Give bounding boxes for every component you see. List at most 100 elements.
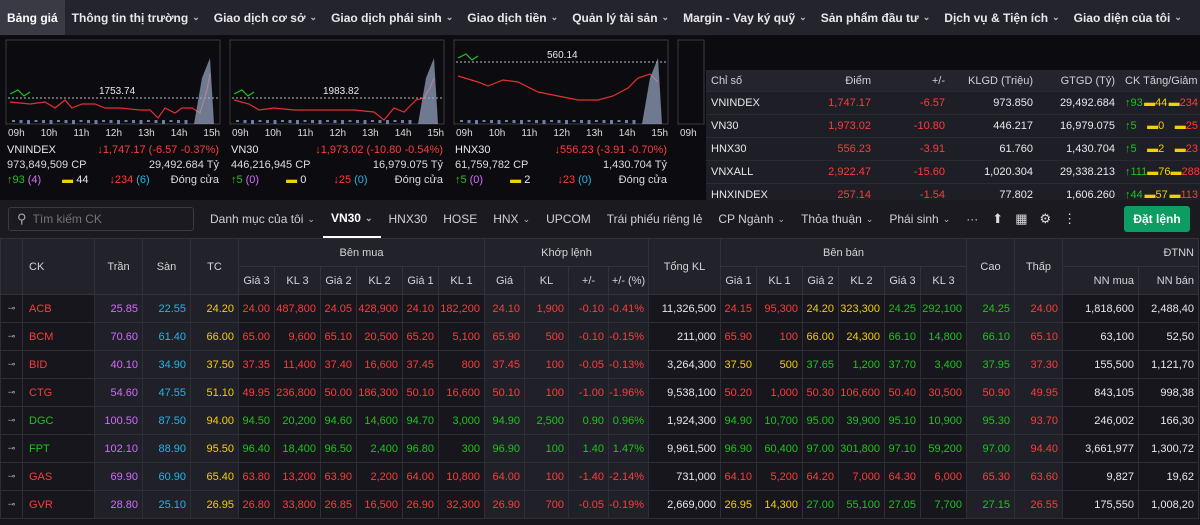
index-header-cell[interactable]: CK Tăng/Giảm [1125, 74, 1198, 87]
stock-symbol[interactable]: CTG [22, 378, 95, 407]
index-header-cell[interactable]: +/- [931, 74, 945, 87]
board-tab[interactable]: ··· [958, 200, 986, 238]
index-header-cell[interactable]: KLGD (Triệu) [968, 74, 1033, 87]
stock-row[interactable]: ⊸ GVR 28.80 25.10 26.95 26.80 33,800 26.85 16,50… [0, 490, 1199, 519]
pin-icon[interactable]: ⊸ [0, 406, 23, 435]
search-box[interactable]: ⚲ [8, 207, 194, 231]
index-header-cell[interactable]: Chỉ số [711, 74, 743, 87]
place-order-button[interactable]: Đặt lệnh [1124, 206, 1190, 232]
column-header[interactable]: Giá 3 [238, 266, 275, 295]
column-header[interactable]: Thấp [1014, 238, 1063, 295]
column-header[interactable] [0, 238, 23, 295]
column-header[interactable]: ĐTNN [1062, 238, 1199, 267]
column-header[interactable]: NN bán [1138, 266, 1199, 295]
nav-item[interactable]: Giao dịch phái sinh ⌄ [324, 0, 460, 35]
pin-icon[interactable]: ⊸ [0, 294, 23, 323]
nav-item[interactable]: Dịch vụ & Tiện ích ⌄ [937, 0, 1066, 35]
nav-item[interactable]: Giao dịch cơ sở ⌄ [207, 0, 324, 35]
index-chart-card[interactable]: 09h [676, 38, 706, 188]
column-header[interactable]: KL 1 [756, 266, 803, 295]
pin-icon[interactable]: ⊸ [0, 462, 23, 491]
column-header[interactable]: KL 3 [274, 266, 321, 295]
column-header[interactable]: CK [22, 238, 95, 295]
board-tab[interactable]: Thỏa thuận ⌄ [793, 200, 881, 238]
stock-symbol[interactable]: FPT [22, 434, 95, 463]
stock-symbol[interactable]: ACB [22, 294, 95, 323]
nav-item[interactable]: Sản phẩm đầu tư ⌄ [814, 0, 938, 35]
column-header[interactable]: Bên bán [720, 238, 967, 267]
pin-icon[interactable]: ⊸ [0, 378, 23, 407]
stock-symbol[interactable]: GVR [22, 490, 95, 519]
column-header[interactable]: Giá 2 [802, 266, 839, 295]
nav-item[interactable]: Bảng giá [0, 0, 65, 35]
board-tab[interactable]: Danh mục của tôi ⌄ [202, 200, 323, 238]
column-header[interactable]: KL [524, 266, 569, 295]
nav-item[interactable]: Giao diện của tôi ⌄ [1067, 0, 1189, 35]
column-header[interactable]: KL 1 [438, 266, 485, 295]
stock-row[interactable]: ⊸ DGC 100.50 87.50 94.00 94.50 20,200 94.60 14,6… [0, 406, 1199, 435]
index-row[interactable]: HNX30 556.23 -3.91 61.760 1,430.704 ↑5 ▬2 ▬23 [706, 138, 1200, 161]
column-header[interactable]: Trần [94, 238, 143, 295]
stock-symbol[interactable]: GAS [22, 462, 95, 491]
search-input[interactable] [32, 212, 183, 226]
column-header[interactable]: Khớp lệnh [484, 238, 649, 267]
column-header[interactable]: +/- (%) [608, 266, 649, 295]
column-header[interactable]: KL 2 [356, 266, 403, 295]
column-header[interactable]: Sàn [142, 238, 191, 295]
stock-row[interactable]: ⊸ FPT 102.10 88.90 95.50 96.40 18,400 96.50 2,40… [0, 434, 1199, 463]
board-tab[interactable]: CP Ngành ⌄ [710, 200, 793, 238]
column-header[interactable]: Giá 3 [884, 266, 921, 295]
more-vertical-icon[interactable]: ⋮ [1063, 211, 1077, 226]
column-header[interactable]: TC [190, 238, 239, 295]
stock-row[interactable]: ⊸ ACB 25.85 22.55 24.20 24.00 487,800 24.05 428,… [0, 294, 1199, 323]
index-row[interactable]: VN30 1,973.02 -10.80 446.217 16,979.075 ↑5 ▬0 ▬… [706, 115, 1200, 138]
nav-item[interactable]: Giao dịch tiền ⌄ [460, 0, 565, 35]
index-chart-card[interactable]: 560.14 09h 10h 11h 12h 13h 14h 15h HNX30 ↓556.23 … [452, 38, 670, 188]
board-tab[interactable]: HNX30 [381, 200, 436, 238]
board-tab[interactable]: UPCOM [538, 200, 599, 238]
column-header[interactable]: Giá 1 [402, 266, 439, 295]
nav-item[interactable]: Thông tin thị trường ⌄ [65, 0, 207, 35]
stock-row[interactable]: ⊸ BID 40.10 34.90 37.50 37.35 11,400 37.40 16,60… [0, 350, 1199, 379]
board-tab[interactable]: HOSE [435, 200, 485, 238]
column-header[interactable]: Bên mua [238, 238, 485, 267]
index-row[interactable]: VNXALL 2,922.47 -15.60 1,020.304 29,338.213 ↑… [706, 161, 1200, 184]
column-header[interactable]: Giá [484, 266, 525, 295]
excel-export-icon[interactable]: ▦ [1015, 211, 1028, 226]
stock-symbol[interactable]: BID [22, 350, 95, 379]
column-header[interactable]: KL 3 [920, 266, 967, 295]
index-chart-card[interactable]: 1753.74 09h 10h 11h 12h 13h 14h 15h VNINDEX ↓1,74… [4, 38, 222, 188]
column-header[interactable]: Giá 2 [320, 266, 357, 295]
pin-icon[interactable]: ⊸ [0, 322, 23, 351]
column-header[interactable]: Cao [966, 238, 1015, 295]
nav-item[interactable]: Margin - Vay ký quỹ ⌄ [676, 0, 814, 35]
pin-icon[interactable]: ⊸ [0, 490, 23, 519]
index-row[interactable]: VNINDEX 1,747.17 -6.57 973.850 29,492.684 ↑93… [706, 92, 1200, 115]
pin-icon[interactable]: ⊸ [0, 434, 23, 463]
index-name[interactable]: HNX30 [455, 144, 491, 156]
board-tab[interactable]: Phái sinh ⌄ [881, 200, 958, 238]
index-name[interactable]: VN30 [231, 144, 259, 156]
column-header[interactable]: KL 2 [838, 266, 885, 295]
index-name[interactable]: VNINDEX [7, 144, 56, 156]
column-header[interactable]: +/- [568, 266, 609, 295]
board-tab[interactable]: VN30 ⌄ [322, 200, 381, 238]
index-header-cell[interactable]: GTGD (Tỷ) [1060, 74, 1115, 87]
nav-item[interactable]: Quản lý tài sản ⌄ [565, 0, 676, 35]
stock-row[interactable]: ⊸ CTG 54.60 47.55 51.10 49.95 236,800 50.00 186,… [0, 378, 1199, 407]
stock-symbol[interactable]: DGC [22, 406, 95, 435]
column-header[interactable]: Giá 1 [720, 266, 757, 295]
board-tab[interactable]: HNX ⌄ [485, 200, 538, 238]
foreign-buy: 155,500 [1062, 350, 1139, 379]
gear-icon[interactable]: ⚙ [1039, 211, 1052, 226]
stock-row[interactable]: ⊸ GAS 69.90 60.90 65.40 63.80 13,200 63.90 2,200… [0, 462, 1199, 491]
pin-icon[interactable]: ⊸ [0, 350, 23, 379]
board-tab[interactable]: Trái phiếu riêng lẻ [599, 200, 711, 238]
column-header[interactable]: NN mua [1062, 266, 1139, 295]
stock-row[interactable]: ⊸ BCM 70.60 61.40 66.00 65.00 9,600 65.10 20,500… [0, 322, 1199, 351]
stock-symbol[interactable]: BCM [22, 322, 95, 351]
scroll-top-icon[interactable]: ⬆ [992, 211, 1004, 226]
index-chart-card[interactable]: 1983.82 09h 10h 11h 12h 13h 14h 15h VN30 ↓1,973.0… [228, 38, 446, 188]
column-header[interactable]: Tổng KL [648, 238, 721, 295]
index-header-cell[interactable]: Điểm [845, 74, 871, 87]
